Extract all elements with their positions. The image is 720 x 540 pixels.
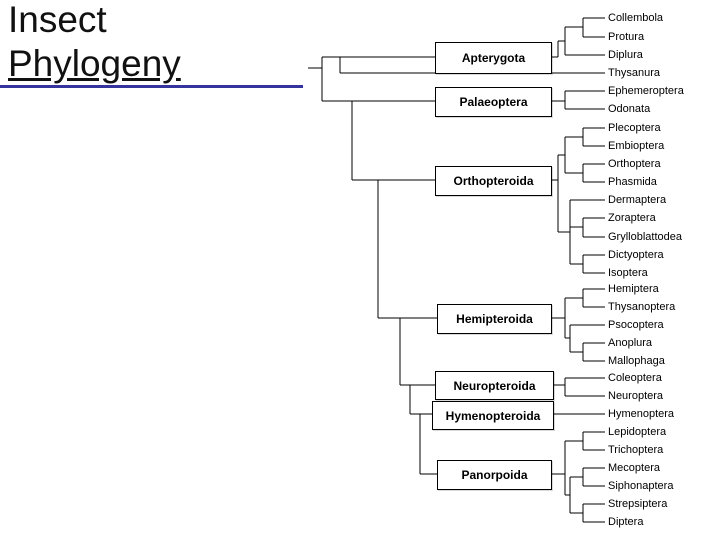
taxon-label: Psocoptera <box>608 319 664 331</box>
taxon-label: Strepsiptera <box>608 498 668 510</box>
taxon-label: Phasmida <box>608 176 657 188</box>
taxon-label: Embioptera <box>608 140 665 152</box>
group-box-neuropteroida: Neuropteroida <box>435 371 554 400</box>
taxon-label: Grylloblattodea <box>608 231 682 243</box>
taxon-label: Hymenoptera <box>608 408 675 420</box>
taxon-label: Plecoptera <box>608 122 661 134</box>
slide-title-line2: Phylogeny <box>8 43 181 84</box>
taxon-label: Trichoptera <box>608 444 664 456</box>
taxon-label: Diplura <box>608 49 643 61</box>
group-box-orthopteroida: Orthopteroida <box>435 166 552 196</box>
taxon-label: Protura <box>608 31 645 43</box>
taxon-label: Zoraptera <box>608 212 656 224</box>
taxon-label: Isoptera <box>608 267 648 279</box>
title-underline-rule <box>0 85 303 88</box>
taxon-label: Dictyoptera <box>608 249 664 261</box>
taxon-label: Coleoptera <box>608 372 662 384</box>
taxon-label: Neuroptera <box>608 390 664 402</box>
taxon-label: Orthoptera <box>608 158 661 170</box>
group-box-palaeoptera: Palaeoptera <box>435 87 552 117</box>
taxon-label: Siphonaptera <box>608 480 674 492</box>
taxon-label: Odonata <box>608 103 651 115</box>
taxon-label: Diptera <box>608 516 644 528</box>
slide-title: Insect Phylogeny <box>8 0 181 86</box>
taxon-label: Thysanoptera <box>608 301 676 313</box>
taxon-label: Thysanura <box>608 67 660 79</box>
group-box-hymenopteroida: Hymenopteroida <box>432 401 554 430</box>
taxon-label: Lepidoptera <box>608 426 667 438</box>
group-box-panorpoida: Panorpoida <box>437 460 552 490</box>
taxon-label: Mecoptera <box>608 462 660 474</box>
taxon-label: Dermaptera <box>608 194 667 206</box>
taxon-label: Hemiptera <box>608 283 659 295</box>
group-box-apterygota: Apterygota <box>435 42 552 74</box>
taxon-label: Ephemeroptera <box>608 85 684 97</box>
taxon-label: Anoplura <box>608 337 653 349</box>
slide-title-line1: Insect <box>8 0 107 40</box>
group-box-hemipteroida: Hemipteroida <box>437 304 552 334</box>
taxon-label: Collembola <box>608 12 664 24</box>
taxon-label: Mallophaga <box>608 355 665 367</box>
